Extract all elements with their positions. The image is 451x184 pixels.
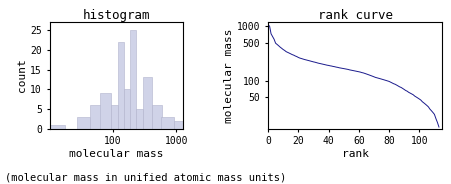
Text: (molecular mass in unified atomic mass units): (molecular mass in unified atomic mass u… — [5, 172, 286, 182]
Bar — [118, 42, 124, 129]
Bar — [129, 30, 136, 129]
Bar — [143, 77, 152, 129]
Bar — [48, 125, 65, 129]
Y-axis label: count: count — [18, 59, 28, 92]
X-axis label: molecular mass: molecular mass — [69, 149, 164, 159]
Title: histogram: histogram — [83, 9, 150, 22]
Y-axis label: molecular mass: molecular mass — [224, 28, 234, 123]
Bar — [152, 105, 162, 129]
Bar — [135, 109, 143, 129]
Bar — [161, 117, 174, 129]
X-axis label: rank: rank — [341, 149, 368, 159]
Bar — [111, 105, 118, 129]
Bar — [175, 121, 183, 129]
Title: rank curve: rank curve — [318, 9, 392, 22]
Bar — [124, 89, 130, 129]
Bar — [77, 117, 90, 129]
Bar — [101, 93, 111, 129]
Bar — [90, 105, 101, 129]
